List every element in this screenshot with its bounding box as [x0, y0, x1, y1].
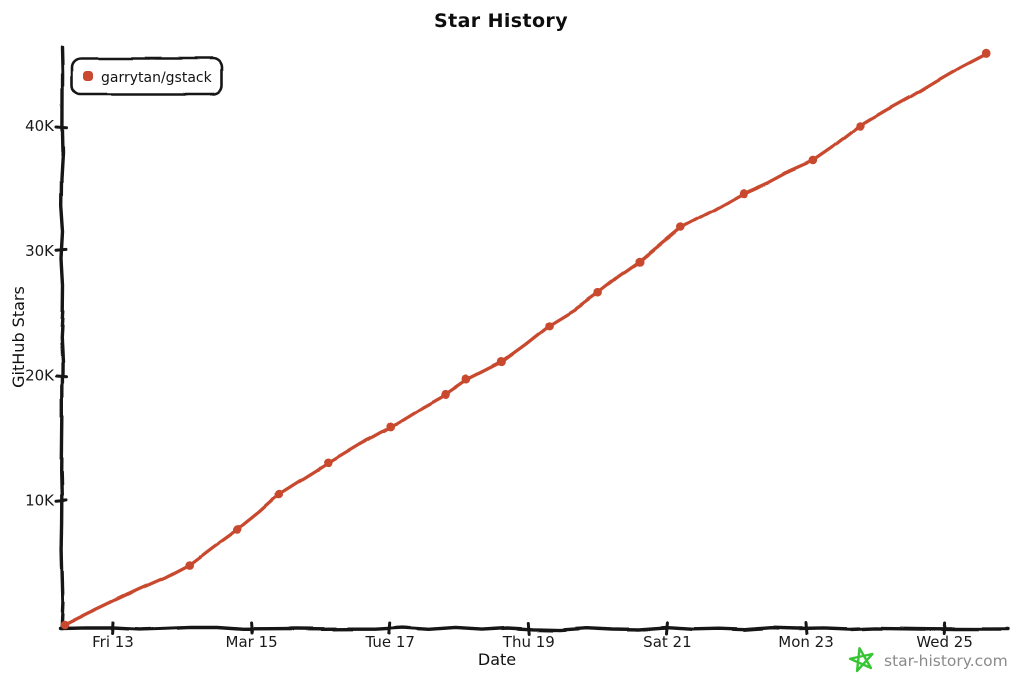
legend[interactable]: garrytan/gstack: [70, 57, 224, 96]
series-line[interactable]: [62, 52, 989, 627]
y-axis-line: [59, 45, 65, 631]
data-point[interactable]: [593, 288, 603, 298]
star-doodle-icon: [848, 647, 874, 673]
tick-labels: Fri 13 Mar 15 Tue 17 Thu 19 Sat 21 Mon 23 Wed …: [25, 117, 973, 651]
y-axis-tick: [55, 248, 68, 253]
x-tick-label: Mon 23: [778, 633, 833, 651]
data-point[interactable]: [385, 422, 395, 431]
legend-series-marker-icon: [83, 71, 93, 81]
y-axis-tick: [55, 374, 68, 378]
x-tick-label: Thu 19: [502, 633, 555, 651]
x-tick-label: Mar 15: [226, 633, 278, 651]
data-point[interactable]: [496, 357, 506, 367]
x-axis-tick: [387, 621, 392, 635]
y-tick-label: 30K: [25, 242, 55, 260]
legend-series-label: garrytan/gstack: [101, 70, 213, 86]
data-point[interactable]: [60, 620, 69, 630]
data-point[interactable]: [233, 524, 242, 534]
x-tick-label: Wed 25: [916, 633, 973, 651]
x-axis-tick: [804, 621, 809, 635]
data-point[interactable]: [808, 156, 818, 166]
data-point[interactable]: [739, 189, 748, 198]
x-axis-title: Date: [478, 650, 516, 669]
watermark-text[interactable]: star-history.com: [884, 652, 1008, 670]
data-point[interactable]: [677, 222, 686, 232]
watermark-link[interactable]: star-history.com: [848, 646, 1008, 673]
y-axis-title: GitHub Stars: [9, 286, 28, 388]
y-tick-label: 10K: [25, 491, 55, 509]
data-point[interactable]: [323, 458, 333, 468]
data-point[interactable]: [184, 560, 194, 570]
axes: [55, 45, 1010, 635]
series-group: [60, 49, 991, 630]
y-tick-label: 20K: [25, 367, 55, 385]
y-tick-label: 40K: [25, 117, 55, 135]
x-tick-label: Fri 13: [92, 633, 134, 651]
x-axis-tick: [942, 621, 947, 635]
data-point[interactable]: [441, 389, 450, 399]
x-axis-tick: [250, 621, 254, 635]
y-axis-tick: [55, 124, 68, 129]
data-point[interactable]: [857, 121, 866, 131]
data-point[interactable]: [981, 49, 991, 58]
legend-box[interactable]: [70, 57, 224, 96]
data-point[interactable]: [462, 374, 471, 384]
data-point[interactable]: [275, 489, 284, 499]
x-axis-line: [58, 625, 1010, 632]
chart-title: Star History: [434, 10, 568, 32]
x-axis-tick: [665, 621, 669, 635]
x-tick-label: Sat 21: [643, 633, 691, 651]
data-point[interactable]: [545, 321, 554, 330]
x-tick-label: Tue 17: [364, 633, 414, 651]
data-point[interactable]: [635, 257, 644, 267]
x-axis-tick: [110, 621, 115, 635]
y-axis-tick: [55, 497, 68, 502]
x-axis-tick: [527, 621, 532, 635]
